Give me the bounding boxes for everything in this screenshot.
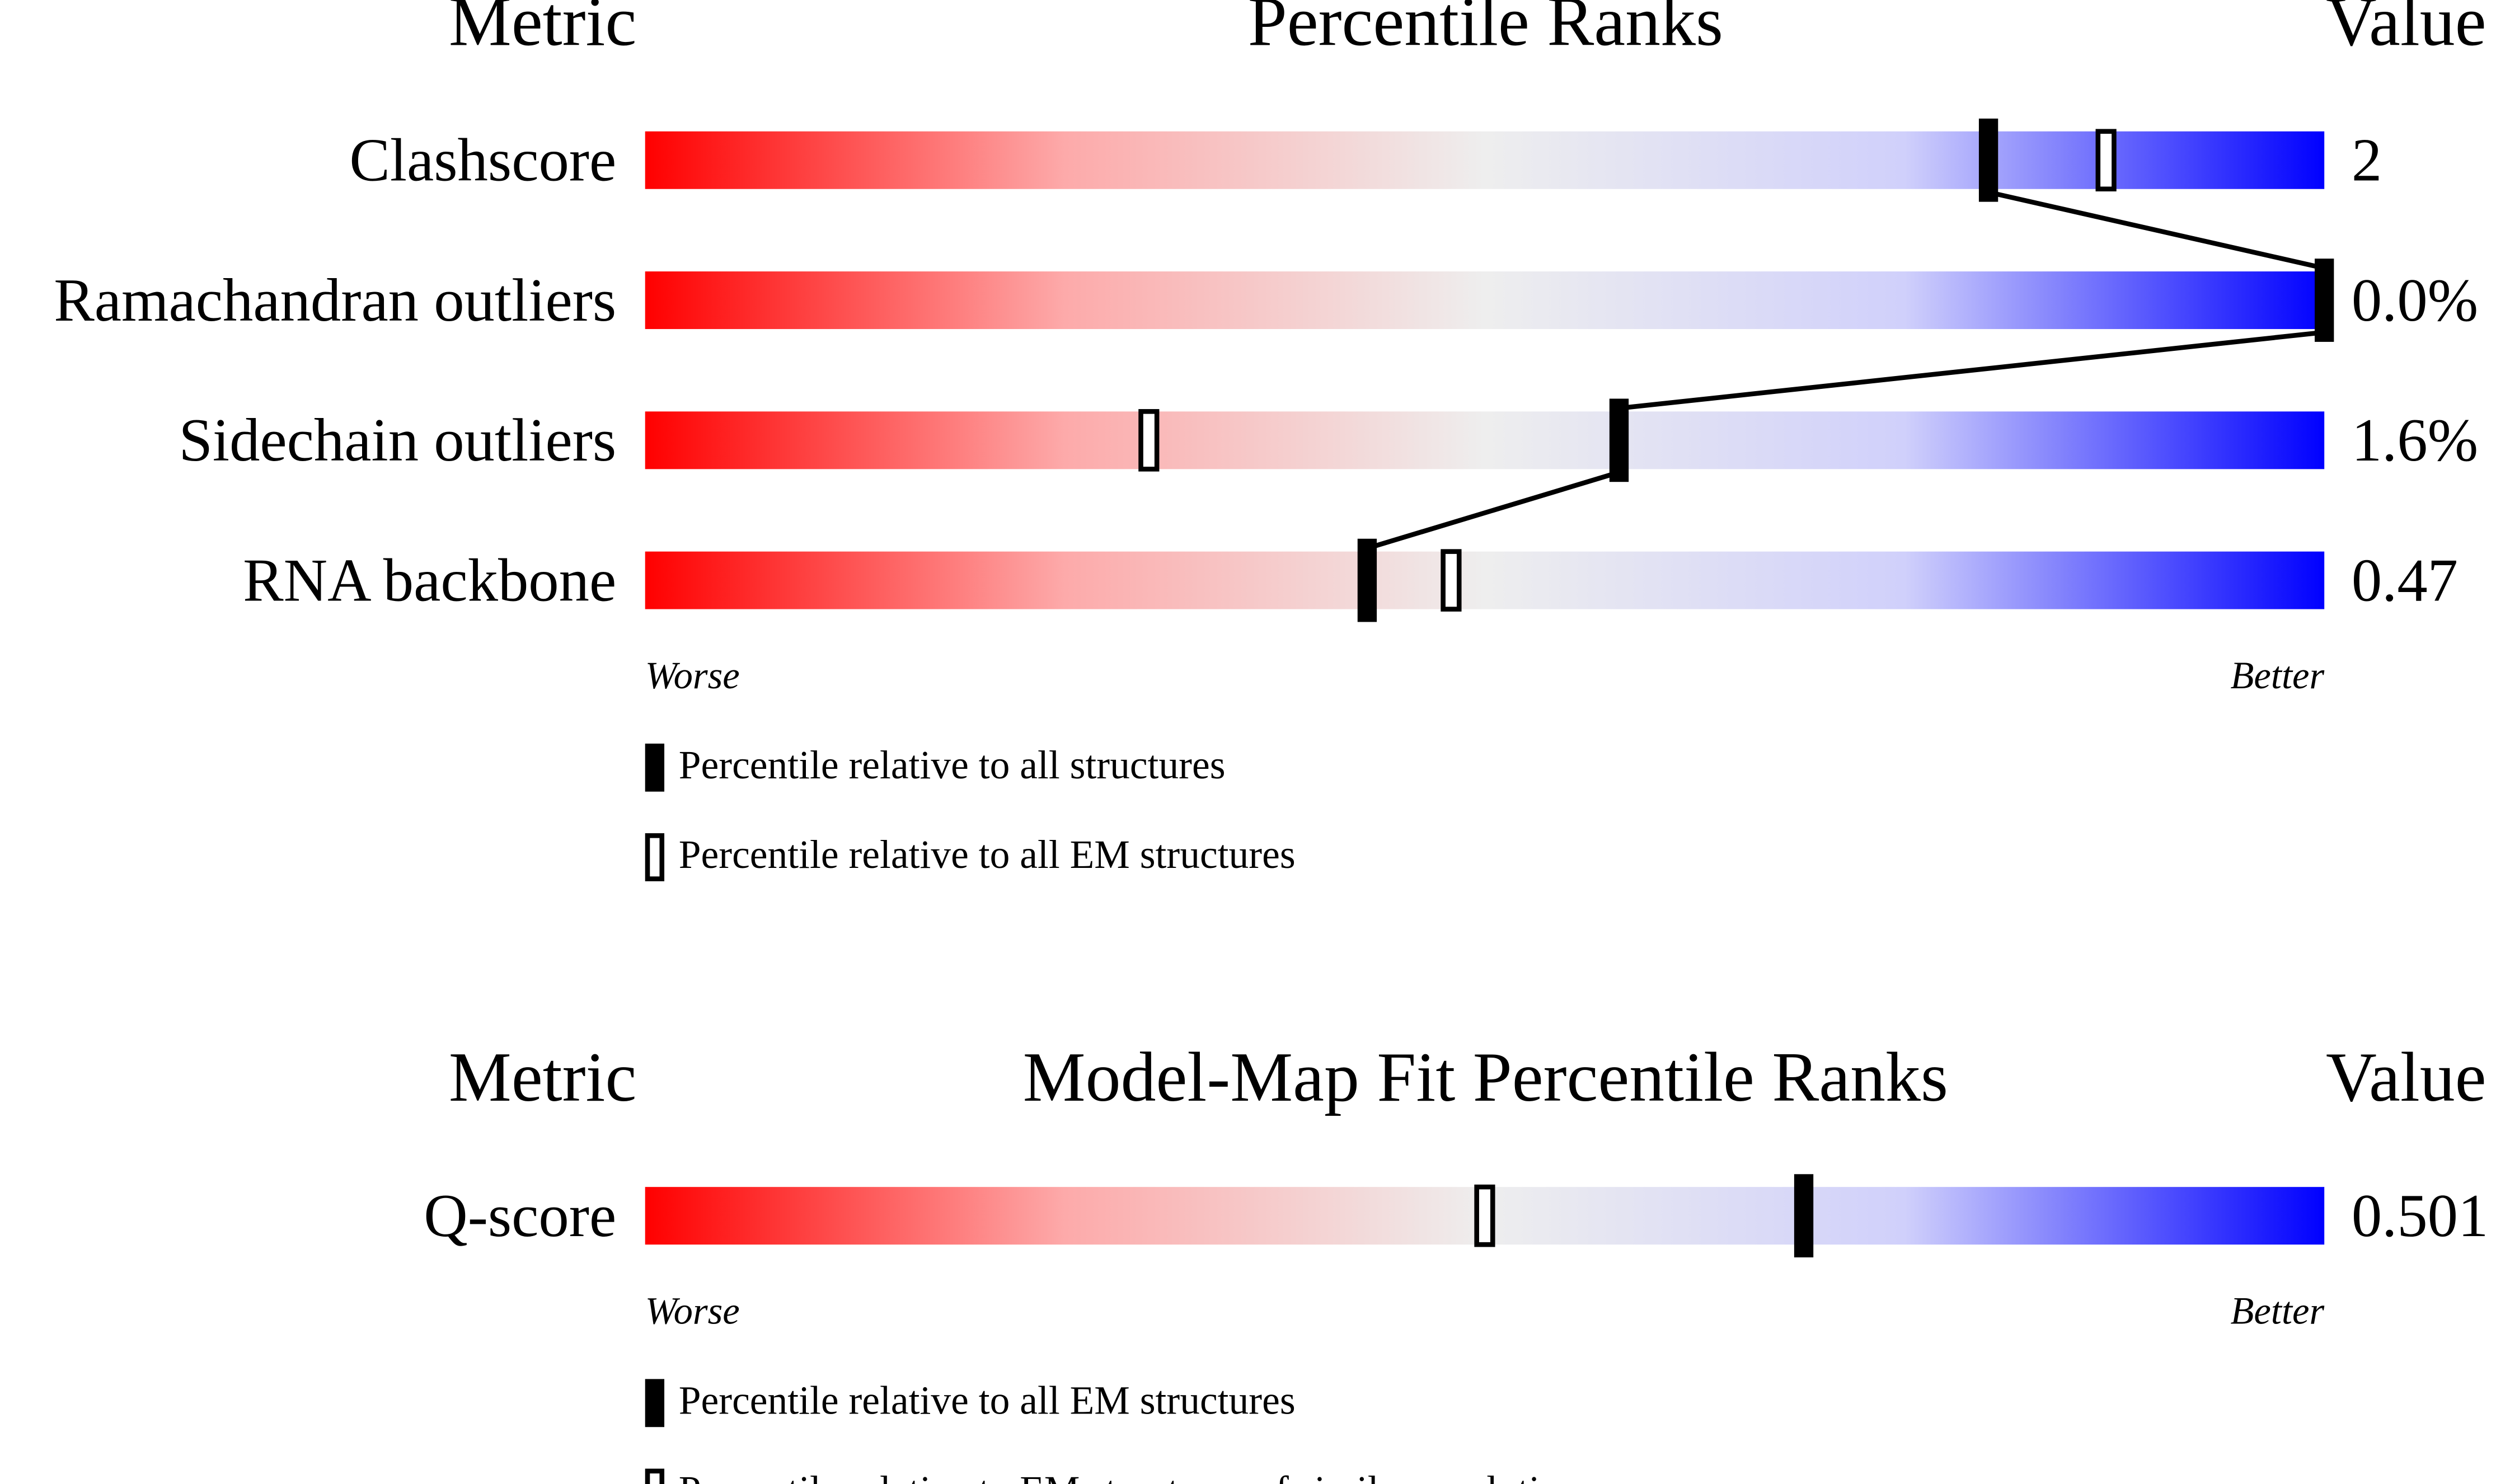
metric-label: Ramachandran outliers <box>54 266 616 334</box>
better-label: Better <box>2231 654 2325 697</box>
percentile-marker <box>1609 398 1629 482</box>
percentile-marker <box>1978 118 1998 202</box>
legend-icon <box>645 743 665 792</box>
metric-label: RNA backbone <box>243 546 616 614</box>
column-header: Value <box>2326 0 2486 61</box>
metric-label: Clashscore <box>349 126 616 194</box>
legend-label: Percentile relative to all structures <box>679 743 1226 787</box>
percentile-marker-open <box>1474 1184 1495 1247</box>
percentile-bar <box>645 411 2325 469</box>
worse-label: Worse <box>645 654 740 697</box>
connector-line <box>1618 330 2325 411</box>
column-header: Value <box>2326 1039 2486 1116</box>
percentile-marker <box>1794 1174 1814 1258</box>
metric-label: Q-score <box>424 1182 616 1250</box>
connector-line <box>1988 190 2325 271</box>
legend-icon <box>645 1379 665 1427</box>
better-label: Better <box>2231 1290 2325 1332</box>
metric-value: 1.6% <box>2352 406 2478 474</box>
metric-value: 2 <box>2352 126 2382 194</box>
metric-value: 0.47 <box>2352 546 2458 614</box>
percentile-bar <box>645 131 2325 189</box>
percentile-marker-open <box>2095 129 2117 192</box>
column-header: Metric <box>449 0 636 61</box>
metric-value: 0.0% <box>2352 266 2478 334</box>
metric-value: 0.501 <box>2352 1182 2489 1250</box>
percentile-marker-open <box>1441 549 1462 612</box>
percentile-bar <box>645 271 2325 330</box>
column-header: Metric <box>449 1039 636 1116</box>
legend-icon <box>645 1468 665 1484</box>
percentile-marker <box>2315 259 2334 342</box>
legend-label: Percentile relative to all EM structures <box>679 1379 1296 1423</box>
legend-label: Percentile relative to EM structures of … <box>679 1468 1580 1484</box>
connector-line <box>1366 469 1620 551</box>
chart-title: Percentile Ranks <box>1248 0 1723 61</box>
legend-icon <box>645 833 665 881</box>
percentile-marker <box>1357 538 1377 622</box>
percentile-bar <box>645 551 2325 609</box>
metric-label: Sidechain outliers <box>179 406 616 474</box>
percentile-marker-open <box>1138 409 1160 472</box>
legend-label: Percentile relative to all EM structures <box>679 833 1296 877</box>
chart-title: Model-Map Fit Percentile Ranks <box>1023 1039 1948 1116</box>
worse-label: Worse <box>645 1290 740 1332</box>
